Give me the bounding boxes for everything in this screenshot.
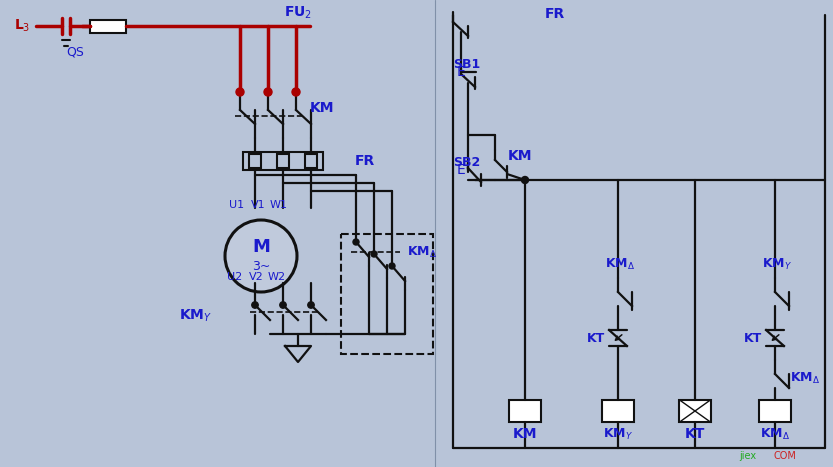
Circle shape xyxy=(389,263,395,269)
Text: FU$_2$: FU$_2$ xyxy=(284,5,312,21)
Circle shape xyxy=(292,88,300,96)
Circle shape xyxy=(371,251,377,257)
Bar xyxy=(90,20,126,33)
Circle shape xyxy=(252,302,258,308)
Text: KM$_\Delta$: KM$_\Delta$ xyxy=(605,256,635,271)
Bar xyxy=(243,152,323,170)
Bar xyxy=(679,400,711,422)
Text: E: E xyxy=(457,163,466,177)
Circle shape xyxy=(308,302,314,308)
Bar xyxy=(277,154,289,168)
Text: KM$_\Delta$: KM$_\Delta$ xyxy=(407,244,437,260)
Text: W1: W1 xyxy=(270,200,288,210)
Circle shape xyxy=(264,88,272,96)
Text: M: M xyxy=(252,238,270,256)
Circle shape xyxy=(353,239,359,245)
Circle shape xyxy=(280,302,287,308)
Text: U2: U2 xyxy=(227,272,242,282)
Text: U1: U1 xyxy=(229,200,245,210)
Text: W2: W2 xyxy=(268,272,286,282)
Bar xyxy=(602,400,634,422)
Text: FR: FR xyxy=(355,154,375,168)
Text: KM: KM xyxy=(508,149,532,163)
Text: SB2: SB2 xyxy=(453,156,481,169)
Text: L$_3$: L$_3$ xyxy=(14,18,30,34)
Bar xyxy=(305,154,317,168)
Text: QS: QS xyxy=(66,45,84,58)
Text: KM$_\Delta$: KM$_\Delta$ xyxy=(790,370,820,386)
Text: KT: KT xyxy=(685,427,706,441)
Bar xyxy=(509,400,541,422)
Bar xyxy=(341,234,433,354)
Bar xyxy=(249,154,261,168)
Text: KM: KM xyxy=(310,101,334,115)
Text: KM$_Y$: KM$_Y$ xyxy=(179,308,212,324)
Text: FR: FR xyxy=(545,7,565,21)
Text: jiex: jiex xyxy=(740,451,756,461)
Text: KM$_Y$: KM$_Y$ xyxy=(603,426,633,442)
Text: KT: KT xyxy=(587,332,605,345)
Text: KM$_\Delta$: KM$_\Delta$ xyxy=(760,426,790,442)
Text: KM: KM xyxy=(513,427,537,441)
Bar xyxy=(759,400,791,422)
Circle shape xyxy=(521,177,528,184)
Text: KT: KT xyxy=(744,332,762,345)
Text: V2: V2 xyxy=(248,272,263,282)
Text: 3~: 3~ xyxy=(252,260,270,273)
Text: KM$_Y$: KM$_Y$ xyxy=(762,256,792,271)
Text: V1: V1 xyxy=(251,200,266,210)
Circle shape xyxy=(236,88,244,96)
Circle shape xyxy=(225,220,297,292)
Text: COM: COM xyxy=(774,451,796,461)
Text: E: E xyxy=(457,65,466,79)
Text: SB1: SB1 xyxy=(453,57,481,71)
